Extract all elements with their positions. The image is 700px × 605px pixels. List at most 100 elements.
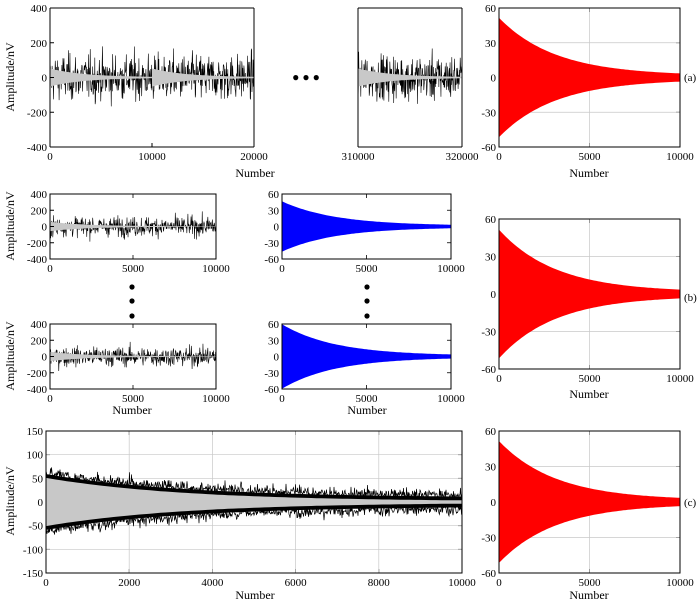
panel-label-a: (a)	[684, 72, 697, 84]
y-tick-label: 50	[32, 473, 44, 485]
panel-b-signal-bottom: -400 -200 0 200 400 0 5000 10000 Amplitude/nV Num…	[3, 319, 230, 417]
noise-trace-lower	[45, 504, 463, 535]
x-tick-label: 10000	[138, 151, 166, 163]
y-tick-label: -60	[264, 254, 279, 266]
x-tick-label: 0	[47, 151, 53, 163]
y-tick-label: 30	[485, 38, 497, 50]
decay-envelope	[50, 351, 216, 362]
plot-frame	[498, 430, 681, 574]
y-tick-label: 0	[491, 497, 497, 509]
x-tick-label: 5000	[356, 393, 379, 405]
plot-frame	[498, 218, 681, 370]
x-tick-label: 5000	[579, 577, 602, 589]
break-markers: ● ● ●	[292, 70, 320, 84]
noise-trace	[49, 341, 217, 371]
y-tick-label: -150	[23, 568, 44, 580]
x-tick-label: 20000	[240, 151, 268, 163]
y-tick-label: 400	[31, 3, 48, 15]
x-tick-label: 5000	[356, 263, 379, 275]
y-tick-label: -60	[481, 142, 496, 154]
x-tick-label: 10000	[202, 263, 230, 275]
x-tick-label: 10000	[666, 577, 694, 589]
x-tick-label: 4000	[201, 577, 224, 589]
y-tick-label: -400	[27, 384, 48, 396]
panel-b-blue-top: -60 -30 0 30 60 0 5000 10000	[264, 189, 465, 275]
y-tick-label: -400	[27, 142, 48, 154]
y-tick-label: -60	[481, 568, 496, 580]
plot-frame	[281, 323, 452, 390]
x-tick-label: 0	[496, 577, 502, 589]
y-tick-label: -60	[481, 364, 496, 376]
x-tick-label: 5000	[579, 151, 602, 163]
y-tick-label: -30	[264, 238, 279, 250]
y-tick-label: -200	[27, 107, 48, 119]
panel-b-blue-bottom: -60 -30 0 30 60 0 5000 10000 Number	[264, 319, 465, 417]
y-tick-label: -30	[481, 107, 496, 119]
plot-frame	[498, 7, 681, 148]
x-tick-label: 0	[43, 577, 49, 589]
y-tick-label: 0	[491, 289, 497, 301]
x-tick-label: 0	[496, 151, 502, 163]
ylabel: Amplitude/nV	[3, 321, 17, 391]
grid-layer: -60 -30 0 30 60 0 5000 10000	[481, 214, 694, 385]
x-tick-label: 5000	[579, 373, 602, 385]
decay-area	[282, 201, 451, 252]
y-tick-label: 100	[27, 450, 44, 462]
x-tick-label: 320000	[446, 151, 480, 163]
x-tick-label: 0	[47, 263, 53, 275]
grid-layer: -150 -100 -50 0 50 100 150 0 2000 4000 6000 8000 100…	[23, 426, 476, 589]
y-tick-label: -30	[481, 327, 496, 339]
y-tick-label: 400	[31, 319, 48, 331]
panel-a-signal: -400 -200 0 200 400 0 10000 20000 310000 320000 Am…	[3, 3, 479, 180]
xlabel: Number	[112, 403, 151, 417]
y-tick-label: 150	[27, 426, 44, 438]
panel-b-signal-top: -400 -200 0 200 400 0 5000 10000 Amplitude/nV	[3, 189, 370, 319]
y-tick-label: 0	[42, 73, 48, 85]
y-tick-label: 30	[485, 252, 497, 264]
xlabel: Number	[569, 166, 608, 180]
y-tick-label: 0	[274, 222, 280, 234]
ellipsis-dot	[129, 298, 135, 304]
xlabel: Number	[569, 588, 608, 602]
panel-b-decay: -60 -30 0 30 60 0 5000 10000 Number (b)	[481, 214, 697, 401]
ellipsis-dot	[129, 284, 135, 290]
x-tick-label: 0	[279, 263, 285, 275]
grid-layer: -60 -30 0 30 60 0 5000 10000	[264, 189, 465, 275]
x-tick-label: 2000	[118, 577, 141, 589]
x-tick-label: 5000	[122, 263, 145, 275]
decay-area	[499, 17, 680, 138]
y-tick-label: 60	[485, 3, 497, 15]
y-tick-label: -60	[264, 384, 279, 396]
y-tick-label: 0	[38, 497, 44, 509]
y-tick-label: -50	[28, 521, 43, 533]
noise-trace	[49, 211, 217, 242]
y-tick-label: -30	[481, 533, 496, 545]
y-tick-label: -100	[23, 544, 44, 556]
x-tick-label: 10000	[666, 151, 694, 163]
ellipsis-dot	[364, 313, 370, 319]
x-tick-label: 0	[279, 393, 285, 405]
decay-envelope	[46, 477, 462, 527]
x-tick-label: 6000	[285, 577, 308, 589]
x-tick-label: 10000	[437, 393, 465, 405]
ellipsis-dot	[364, 298, 370, 304]
panel-label-c: (c)	[684, 497, 697, 509]
decay-envelope	[152, 68, 254, 87]
panel-c-signal: -150 -100 -50 0 50 100 150 0 2000 4000 6000 8000 100…	[3, 426, 476, 602]
y-tick-label: 30	[268, 205, 280, 217]
x-tick-label: 310000	[342, 151, 376, 163]
y-tick-label: -200	[27, 238, 48, 250]
y-tick-label: 60	[485, 426, 497, 438]
y-tick-label: 30	[268, 335, 280, 347]
y-tick-label: 0	[274, 352, 280, 364]
y-tick-label: 400	[31, 189, 48, 201]
panel-c-decay: -60 -30 0 30 60 0 5000 10000 Number (c)	[481, 426, 696, 602]
x-tick-label: 8000	[368, 577, 391, 589]
decay-envelope	[358, 68, 462, 87]
x-tick-label: 0	[496, 373, 502, 385]
axis-break-gap	[255, 8, 357, 147]
panel-a-decay: -60 -30 0 30 60 0 5000 10000 Number (a)	[481, 3, 696, 180]
y-tick-label: 0	[491, 73, 497, 85]
